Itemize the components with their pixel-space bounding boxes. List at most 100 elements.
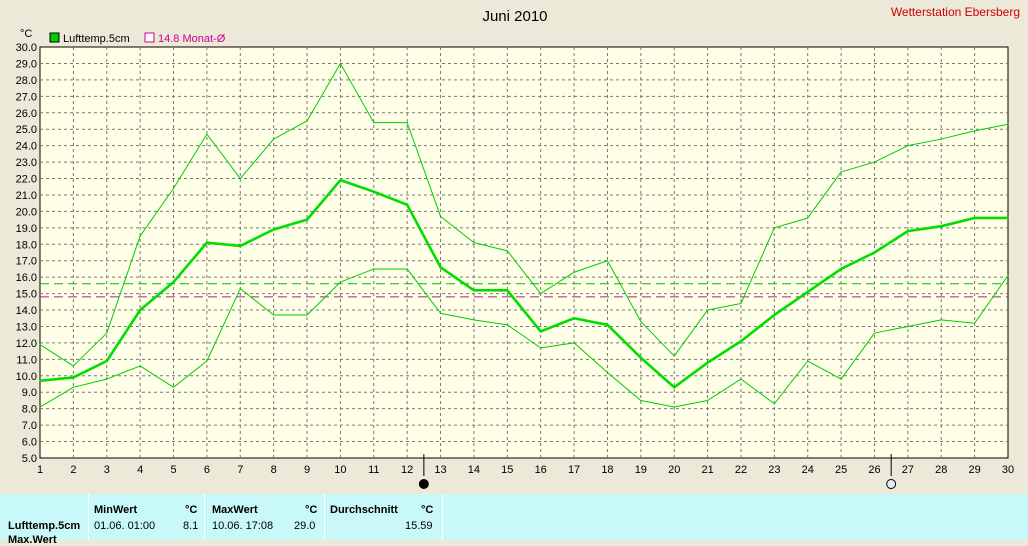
- data-point-mean: [273, 228, 275, 231]
- data-point-max: [873, 161, 876, 163]
- data-point-min: [406, 268, 408, 270]
- series-line-min: [39, 268, 1009, 408]
- data-point-max: [807, 217, 809, 219]
- data-point-min: [473, 319, 475, 321]
- avg-header: Durchschnitt: [330, 504, 398, 516]
- y-tick-label: 20.0: [16, 206, 37, 218]
- x-tick-label: 10: [334, 464, 346, 476]
- y-tick-label: 13.0: [16, 321, 37, 333]
- x-tick-label: 7: [237, 464, 243, 476]
- data-point-mean: [172, 281, 175, 283]
- data-point-mean: [873, 251, 876, 254]
- stats-next-row-label: Max.Wert: [8, 534, 57, 546]
- data-point-min: [807, 360, 809, 362]
- data-point-max: [72, 365, 74, 367]
- data-point-min: [740, 378, 742, 380]
- y-tick-label: 10.0: [16, 371, 37, 383]
- data-point-max: [606, 260, 609, 262]
- data-point-max: [106, 332, 108, 334]
- x-tick-label: 15: [501, 464, 513, 476]
- data-point-max: [339, 62, 342, 65]
- data-point-min: [39, 406, 41, 408]
- data-point-max: [139, 235, 141, 237]
- data-point-min: [506, 324, 508, 326]
- data-point-mean: [807, 291, 809, 293]
- data-point-mean: [72, 376, 74, 379]
- data-point-min: [339, 281, 342, 283]
- data-point-min: [773, 403, 775, 405]
- stats-panel: Lufttemp.5cm Max.Wert MinWert °C 01.06. …: [0, 494, 1028, 546]
- data-point-min: [72, 386, 74, 388]
- y-tick-label: 23.0: [16, 157, 37, 169]
- y-tick-label: 18.0: [16, 239, 37, 251]
- data-point-mean: [1007, 217, 1009, 219]
- data-point-min: [439, 312, 442, 314]
- data-point-max: [406, 122, 408, 124]
- data-point-max: [540, 293, 542, 295]
- data-point-min: [139, 365, 141, 367]
- legend-label-lufttemp: Lufttemp.5cm: [63, 33, 130, 45]
- avg-unit: °C: [421, 504, 434, 516]
- y-unit-label: °C: [20, 28, 32, 40]
- y-tick-label: 19.0: [16, 223, 37, 235]
- legend-swatch-monat: [144, 32, 155, 43]
- data-point-max: [373, 122, 375, 124]
- series-line-mean: [39, 178, 1008, 389]
- x-tick-label: 27: [902, 464, 914, 476]
- full-moon-icon: [886, 479, 897, 489]
- new-moon-icon: [418, 479, 429, 489]
- y-tick-label: 15.0: [16, 289, 37, 301]
- data-point-mean: [39, 380, 41, 382]
- x-tick-label: 5: [170, 464, 176, 476]
- y-tick-label: 7.0: [22, 420, 37, 432]
- y-tick-label: 8.0: [22, 404, 37, 416]
- data-point-max: [840, 171, 842, 173]
- data-point-min: [540, 347, 542, 349]
- x-tick-label: 19: [635, 464, 647, 476]
- data-point-max: [573, 271, 575, 273]
- data-point-max: [306, 120, 308, 122]
- data-point-mean: [540, 330, 542, 333]
- data-point-min: [306, 314, 308, 316]
- data-point-mean: [239, 245, 241, 247]
- data-point-mean: [139, 309, 141, 311]
- data-point-max: [773, 227, 775, 229]
- data-point-mean: [373, 191, 375, 193]
- y-tick-label: 14.0: [16, 305, 37, 317]
- x-tick-label: 1: [37, 464, 43, 476]
- data-point-mean: [773, 314, 775, 316]
- y-tick-label: 16.0: [16, 272, 37, 284]
- data-point-min: [907, 325, 909, 328]
- data-point-min: [640, 399, 642, 402]
- station-label: Wetterstation Ebersberg: [891, 5, 1020, 19]
- data-point-mean: [306, 219, 308, 221]
- data-point-min: [873, 332, 876, 334]
- data-point-min: [106, 378, 108, 380]
- data-point-max: [239, 177, 241, 180]
- y-tick-label: 22.0: [16, 174, 37, 186]
- x-tick-label: 29: [968, 464, 980, 476]
- x-tick-label: 8: [271, 464, 277, 476]
- data-point-mean: [106, 360, 108, 362]
- x-tick-label: 24: [802, 464, 814, 476]
- data-point-min: [239, 288, 241, 290]
- x-tick-label: 23: [768, 464, 780, 476]
- x-tick-label: 16: [535, 464, 547, 476]
- y-tick-label: 17.0: [16, 256, 37, 268]
- data-point-mean: [406, 204, 408, 206]
- data-point-max: [974, 130, 976, 132]
- y-tick-label: 25.0: [16, 124, 37, 136]
- data-point-max: [640, 320, 642, 323]
- y-tick-label: 26.0: [16, 108, 37, 120]
- min-value: 8.1: [183, 520, 199, 532]
- x-tick-label: 6: [204, 464, 210, 476]
- data-point-mean: [506, 289, 508, 291]
- max-datetime: 10.06. 17:08: [212, 520, 274, 532]
- data-point-mean: [673, 386, 675, 388]
- y-axis: 5.0 6.0 7.0 8.0 9.0 10.0 11.0 12.0 13.0 14.0 15.0 1…: [16, 42, 37, 465]
- x-tick-label: 4: [137, 464, 143, 476]
- data-point-mean: [339, 179, 342, 181]
- data-point-mean: [640, 357, 642, 359]
- data-point-min: [706, 399, 709, 402]
- data-point-max: [273, 138, 275, 140]
